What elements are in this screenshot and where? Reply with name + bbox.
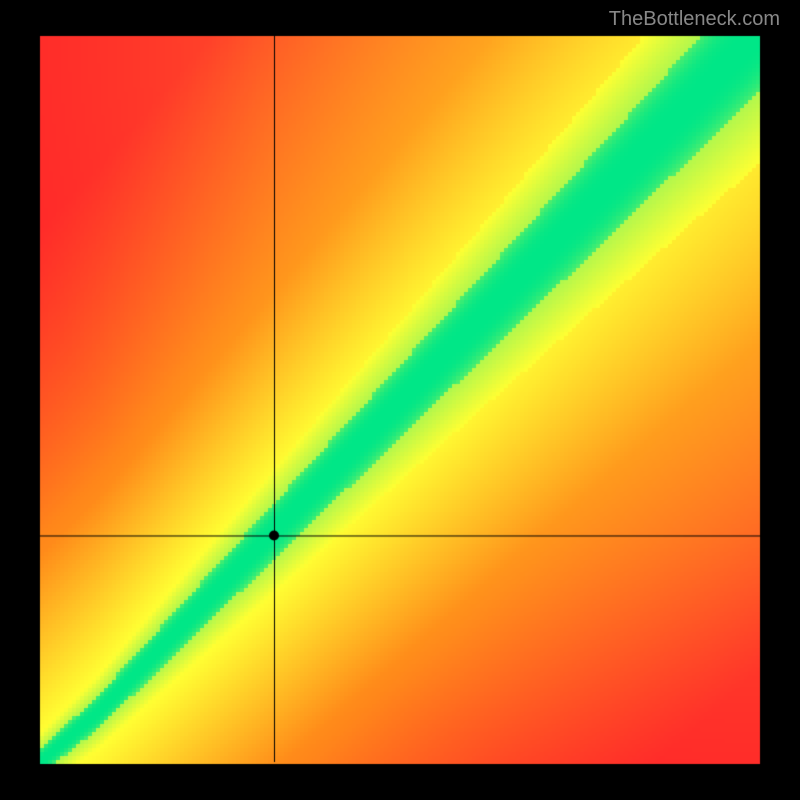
- chart-container: TheBottleneck.com: [0, 0, 800, 800]
- bottleneck-heatmap: [0, 0, 800, 800]
- watermark-text: TheBottleneck.com: [609, 8, 780, 31]
